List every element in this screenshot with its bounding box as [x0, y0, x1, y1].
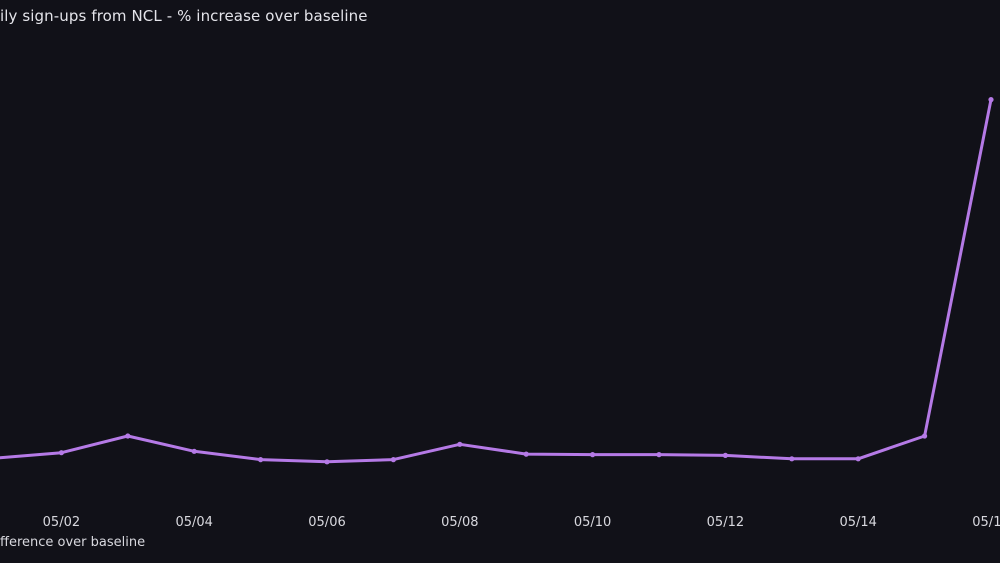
- x-tick-label-2: 05/06: [308, 515, 345, 530]
- x-axis-ticks: 05/02 05/04 05/06 05/08 05/10 05/12 05/14 05/16: [43, 515, 1000, 530]
- data-point-05-07: [390, 457, 396, 463]
- data-point-05-03: [125, 433, 131, 439]
- data-point-05-11: [656, 452, 662, 458]
- x-tick-label-5: 05/12: [707, 515, 744, 530]
- x-tick-label-7: 05/16: [972, 515, 1000, 530]
- x-tick-label-3: 05/08: [441, 515, 478, 530]
- chart-title: ily sign-ups from NCL - % increase over …: [0, 7, 368, 25]
- data-point-05-15: [922, 433, 928, 439]
- x-tick-label-0: 05/02: [43, 515, 80, 530]
- x-axis-label: fference over baseline: [0, 535, 146, 550]
- data-point-05-08: [457, 441, 463, 447]
- data-point-05-05: [258, 457, 264, 463]
- data-point-05-16: [988, 97, 994, 103]
- data-point-05-10: [590, 452, 596, 458]
- data-point-05-14: [855, 456, 861, 462]
- x-tick-label-6: 05/14: [839, 515, 876, 530]
- x-tick-label-4: 05/10: [574, 515, 611, 530]
- data-point-05-09: [523, 451, 529, 457]
- data-point-05-13: [789, 456, 795, 462]
- data-point-05-04: [191, 448, 197, 454]
- x-tick-label-1: 05/04: [175, 515, 212, 530]
- series-line-0: [0, 98, 993, 464]
- data-point-05-12: [722, 452, 729, 458]
- series-layer: [0, 97, 994, 465]
- data-point-05-02: [58, 450, 64, 456]
- data-point-05-06: [324, 459, 330, 465]
